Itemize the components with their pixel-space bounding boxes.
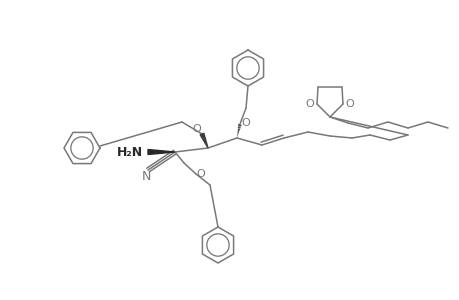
Text: O: O (345, 99, 353, 109)
Text: H₂N: H₂N (117, 146, 143, 158)
Polygon shape (200, 133, 207, 148)
Text: O: O (196, 169, 205, 179)
Polygon shape (148, 149, 174, 154)
Text: N: N (141, 170, 151, 184)
Text: O: O (241, 118, 250, 128)
Text: O: O (305, 99, 313, 109)
Text: O: O (192, 124, 201, 134)
